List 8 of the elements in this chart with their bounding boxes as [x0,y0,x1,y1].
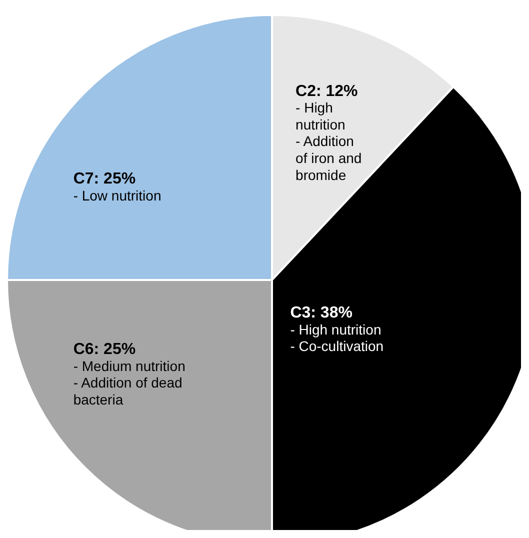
text: - Low nutrition [73,187,162,204]
slice-label: C2: 12% [296,82,358,100]
slice-label: C3: 38% [290,304,352,322]
text: - High nutrition - Addition of iron and bromide [296,100,362,183]
text: - Medium nutrition - Addition of dead bacteria [73,358,186,408]
slice-label: C7: 25% [73,170,136,188]
text: - High nutrition - Co-cultivation [290,321,384,354]
slice-label: C6: 25% [73,341,136,358]
